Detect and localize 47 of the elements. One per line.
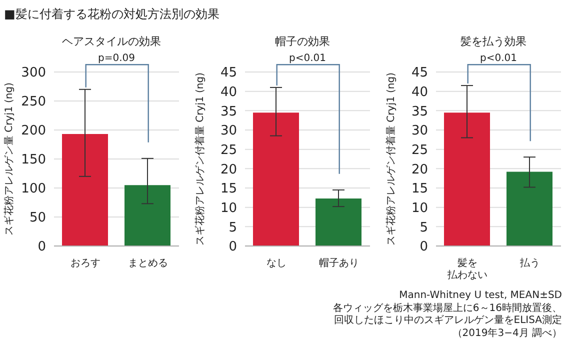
x-tick-label: まとめる [128, 258, 168, 269]
y-tick-label: 150 [21, 152, 46, 168]
text: 回収したほこり中のスギアレルゲン量をELISA測定 [332, 315, 562, 328]
y-tick-label: 25 [411, 142, 428, 158]
y-tick-label: 15 [220, 182, 237, 197]
y-tick-label: 250 [21, 94, 46, 110]
y-tick-label: 35 [411, 104, 428, 120]
chart-title: ヘアスタイルの効果 [61, 34, 162, 50]
y-tick-label: 15 [411, 182, 428, 197]
chart-title: 帽子の効果 [274, 34, 331, 50]
y-tick-label: 30 [411, 124, 428, 139]
y-tick-label: 200 [21, 124, 46, 139]
chart-title: 髪を払う効果 [460, 34, 528, 50]
y-axis-title: スギ花粉アレルゲン量 Cryj1 (ng) [4, 82, 16, 236]
y-tick-label: 40 [411, 84, 428, 100]
y-axis-title: スギ花粉アレルゲン付着量 Cryj1 (ng) [195, 72, 207, 246]
y-axis-title: スギ花粉アレルゲン付着量 Cryj1 (ng) [386, 72, 398, 246]
y-tick-label: 45 [411, 66, 428, 81]
x-tick-label: 払う [518, 257, 540, 269]
x-tick-label: おろす [70, 258, 100, 269]
y-tick-label: 10 [411, 200, 428, 216]
y-tick-label: 40 [220, 84, 237, 100]
x-tick-label: なし [266, 258, 286, 269]
y-tick-label: 30 [220, 124, 237, 139]
y-tick-label: 5 [420, 220, 428, 236]
y-tick-label: 25 [220, 142, 237, 158]
y-tick-label: 45 [220, 66, 237, 81]
y-tick-label: 0 [228, 240, 237, 255]
y-tick-label: 20 [220, 162, 237, 178]
text: p<0.01 [289, 53, 326, 64]
text: 各ウィッグを栃木事業場屋上に6～16時間放置後、 [332, 302, 562, 314]
text: p=0.09 [98, 53, 135, 64]
y-tick-label: 0 [420, 240, 428, 255]
y-tick-label: 100 [21, 182, 46, 197]
x-tick-label: 帽子あり [318, 257, 359, 269]
text: ■髪に付着する花粉の対処方法別の効果 [4, 6, 220, 23]
text: Mann-Whitney U test, MEAN±SD [398, 290, 562, 302]
text: （2019年3−4月 調べ） [451, 328, 562, 340]
y-tick-label: 5 [228, 220, 237, 236]
y-tick-label: 20 [411, 162, 428, 178]
y-tick-label: 50 [29, 210, 46, 226]
y-tick-label: 300 [21, 66, 46, 81]
y-tick-label: 35 [220, 104, 237, 120]
y-tick-label: 10 [220, 200, 237, 216]
text: p<0.01 [480, 53, 517, 64]
x-tick-label: 髪を払わない [446, 257, 488, 281]
y-tick-label: 0 [38, 240, 46, 255]
